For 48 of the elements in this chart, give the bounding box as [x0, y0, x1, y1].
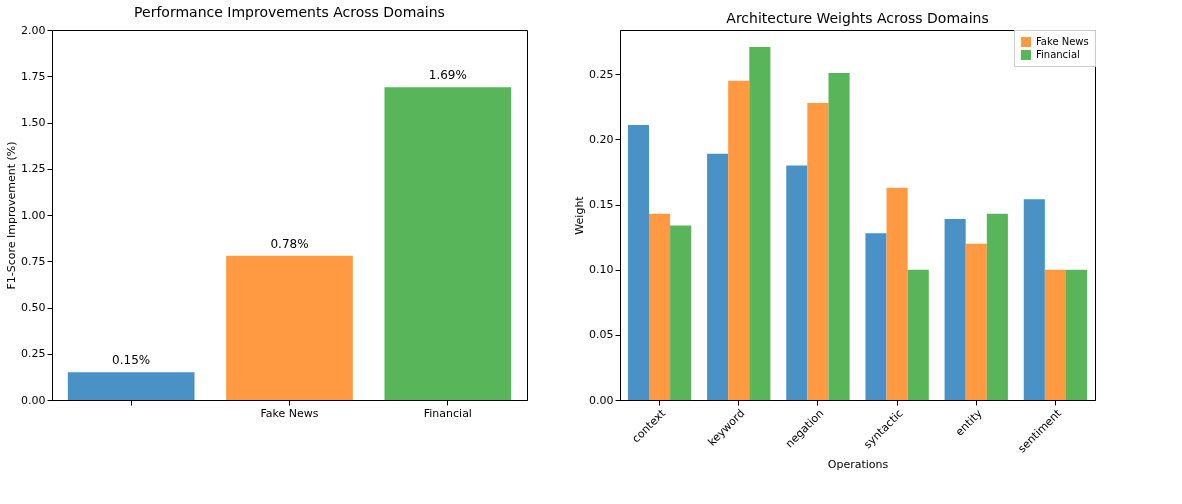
y-tick-label: 0.10: [589, 263, 614, 277]
y-tick-label: 0.50: [21, 301, 46, 314]
x-tick-label: Financial: [423, 406, 472, 420]
y-tick-label: 0.25: [21, 347, 46, 361]
y-tick-label: 0.75: [21, 254, 46, 268]
y-tick-label: 0.00: [589, 393, 614, 407]
y-tick-label: 1.00: [21, 208, 46, 222]
y-axis-title: F1-Score Improvement (%): [5, 141, 19, 290]
y-tick-label: 0.05: [589, 328, 614, 342]
bar: [649, 213, 671, 400]
y-tick-label: 1.75: [21, 69, 46, 83]
bar: [707, 153, 729, 400]
y-tick-label: 0.20: [589, 132, 614, 146]
bar: [627, 125, 650, 400]
y-tick-label: 2.00: [21, 23, 46, 37]
bar: [828, 72, 850, 400]
bar: [807, 102, 829, 400]
bar: [226, 255, 353, 400]
bar: [886, 187, 908, 400]
bar: [1023, 199, 1045, 400]
data-label: 1.69%: [428, 68, 467, 83]
y-tick-label: 0.00: [21, 393, 46, 407]
x-tick-label: Fake News: [260, 406, 319, 420]
y-tick-label: 1.25: [21, 162, 46, 176]
bar: [944, 218, 966, 400]
bar: [67, 372, 195, 400]
data-label: 0.15%: [112, 353, 151, 368]
y-axis-title: Weight: [573, 195, 587, 235]
chart-title: Performance Improvements Across Domains: [134, 4, 445, 20]
bar: [384, 87, 512, 400]
bar: [786, 165, 808, 400]
y-tick-label: 0.15: [589, 198, 614, 212]
x-axis-title: Operations: [827, 457, 889, 471]
bar: [749, 46, 771, 400]
bar: [1044, 269, 1066, 400]
y-tick-label: 1.50: [21, 116, 46, 129]
legend-label: Fake News: [1036, 36, 1089, 47]
bar: [965, 243, 987, 400]
bar: [728, 80, 750, 400]
bar: [907, 269, 929, 400]
data-label: 0.78%: [270, 236, 309, 251]
legend-label: Financial: [1036, 49, 1080, 60]
bar: [986, 213, 1008, 400]
chart-title: Architecture Weights Across Domains: [726, 9, 989, 26]
bar: [1065, 269, 1088, 400]
bar: [670, 225, 692, 400]
y-tick-label: 0.25: [589, 67, 614, 81]
bar: [865, 233, 887, 400]
